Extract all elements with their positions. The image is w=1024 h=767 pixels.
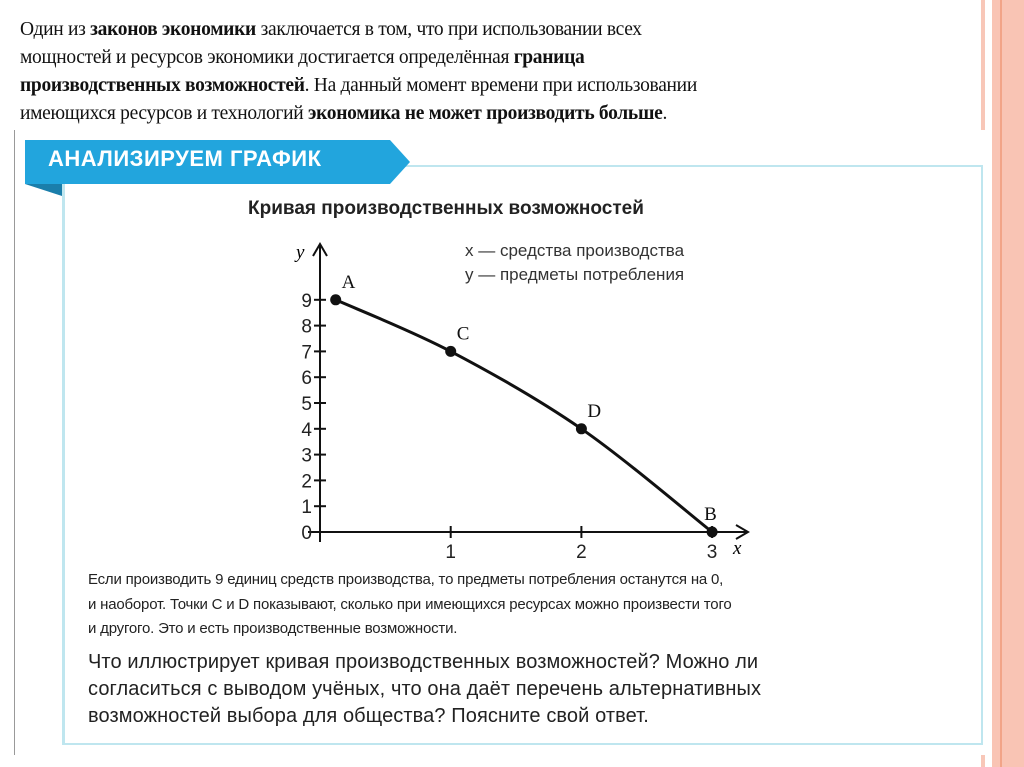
data-point-a (330, 294, 342, 306)
question-line: Что иллюстрирует кривая производственных… (88, 651, 759, 673)
note-line: и наоборот. Точки C и D показывают, скол… (88, 595, 732, 613)
bold-term: законов экономики (90, 19, 256, 40)
data-point-d (575, 423, 587, 435)
y-tick-label: 5 (301, 394, 312, 415)
point-label: B (704, 504, 717, 525)
intro-line: Один из законов экономики заключается в … (20, 16, 980, 44)
bold-term: экономика не может производить больше (307, 103, 663, 124)
text-segment: . На данный момент времени при использов… (304, 75, 698, 96)
question-text: Что иллюстрирует кривая производственных… (88, 649, 968, 730)
chart-note: Если производить 9 единиц средств произв… (88, 568, 968, 642)
text-segment: имеющихся ресурсов и технологий (20, 103, 308, 124)
x-axis-label: x (732, 538, 742, 559)
chart-panel (62, 165, 983, 745)
decorative-divider (14, 130, 15, 755)
y-tick-label: 0 (301, 523, 312, 544)
legend-entry: x — средства производства (465, 241, 685, 260)
point-label: C (457, 323, 470, 344)
question-line: согласиться с выводом учёных, что она да… (88, 678, 762, 700)
x-tick-label: 1 (445, 542, 456, 563)
y-tick-label: 1 (301, 497, 312, 518)
text-segment: мощностей и ресурсов экономики достигает… (20, 47, 514, 68)
data-point-b (706, 526, 718, 538)
text-segment: . (662, 103, 668, 124)
text-segment: заключается в том, что при использовании… (256, 19, 643, 40)
ppf-curve (335, 298, 714, 534)
decorative-stripe-thin (981, 0, 985, 130)
data-point-c (445, 345, 457, 357)
bold-term: производственных возможностей (20, 75, 305, 96)
note-line: Если производить 9 единиц средств произв… (88, 571, 724, 588)
intro-line: мощностей и ресурсов экономики достигает… (20, 44, 980, 72)
legend-entry: y — предметы потребления (465, 265, 684, 284)
decorative-stripe (992, 0, 1024, 767)
text-segment: Один из (20, 19, 91, 40)
point-label: D (587, 401, 601, 422)
y-tick-label: 9 (301, 291, 312, 312)
intro-paragraph: Один из законов экономики заключается в … (20, 16, 980, 128)
point-label: A (342, 272, 356, 293)
banner-label: АНАЛИЗИРУЕМ ГРАФИК (48, 146, 322, 171)
note-line: и другого. Это и есть производственные в… (88, 620, 458, 637)
section-banner (25, 140, 410, 184)
y-tick-label: 6 (301, 368, 312, 389)
chart-title: Кривая производственных возможностей (248, 198, 644, 219)
decorative-stripe-thin (981, 755, 985, 767)
decorative-stripe-line (1000, 0, 1002, 767)
y-tick-label: 3 (301, 446, 312, 467)
y-tick-label: 8 (301, 317, 312, 338)
y-tick-label: 4 (301, 420, 312, 441)
question-line: возможностей выбора для общества? Поясни… (88, 705, 649, 727)
y-tick-label: 2 (301, 471, 312, 492)
x-tick-label: 2 (576, 542, 587, 563)
y-axis-label: y (294, 242, 305, 263)
intro-line: производственных возможностей. На данный… (20, 72, 980, 100)
y-tick-label: 7 (301, 342, 312, 363)
intro-line: имеющихся ресурсов и технологий экономик… (20, 100, 980, 128)
bold-term: граница (513, 47, 585, 68)
x-axis-arrow-icon (735, 524, 750, 540)
x-tick-label: 3 (707, 542, 718, 563)
y-axis-arrow-icon (312, 242, 328, 257)
